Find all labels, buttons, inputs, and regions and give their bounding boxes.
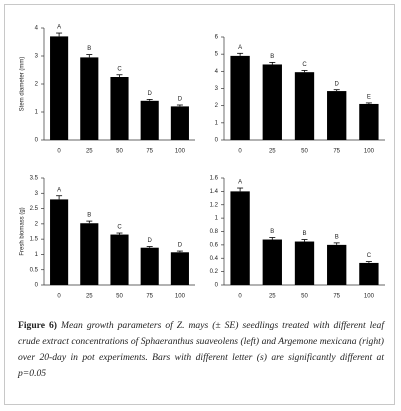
significance-letter: C xyxy=(367,253,372,259)
bar xyxy=(110,77,129,140)
significance-letter: B xyxy=(270,229,274,235)
bar xyxy=(140,247,159,285)
significance-letter: D xyxy=(148,91,153,97)
x-tick-label: 50 xyxy=(301,149,308,155)
x-tick-label: 0 xyxy=(238,294,242,300)
y-tick-label: 1 xyxy=(35,252,39,258)
frame xyxy=(4,4,395,405)
bar xyxy=(170,252,189,285)
x-tick-label: 100 xyxy=(364,149,375,155)
significance-letter: E xyxy=(367,94,371,100)
y-tick-label: 2 xyxy=(35,221,39,227)
y-tick-label: 1 xyxy=(35,110,39,116)
bar xyxy=(327,244,347,285)
y-axis-label: Fresh biomass (g) xyxy=(20,207,26,255)
y-tick-label: 0 xyxy=(35,138,39,144)
y-tick-label: 1 xyxy=(215,120,219,126)
y-tick-label: 2.5 xyxy=(30,206,39,212)
x-tick-label: 25 xyxy=(86,149,93,155)
y-tick-label: 1.6 xyxy=(210,176,219,182)
bar xyxy=(80,223,99,285)
bar xyxy=(359,262,379,285)
y-tick-label: 3 xyxy=(35,54,39,60)
x-tick-label: 100 xyxy=(175,149,186,155)
bar xyxy=(50,36,69,140)
y-tick-label: 0.4 xyxy=(210,256,219,262)
bar xyxy=(327,91,347,140)
bar xyxy=(140,100,159,140)
caption-label: Figure 6) xyxy=(18,320,57,331)
significance-letter: D xyxy=(178,243,183,249)
significance-letter: A xyxy=(57,25,61,31)
bar xyxy=(359,103,379,140)
significance-letter: B xyxy=(87,46,91,52)
y-tick-label: 0.5 xyxy=(30,267,39,273)
y-tick-label: 0 xyxy=(35,283,39,289)
y-tick-label: 1.2 xyxy=(210,202,219,208)
bar xyxy=(294,241,315,285)
y-tick-label: 2 xyxy=(35,82,39,88)
x-tick-label: 100 xyxy=(364,294,375,300)
y-axis-label: Stem diameter (mm) xyxy=(20,57,26,112)
y-tick-label: 1.5 xyxy=(30,237,39,243)
significance-letter: C xyxy=(117,66,122,72)
x-tick-label: 50 xyxy=(301,294,308,300)
bar xyxy=(80,57,99,140)
significance-letter: B xyxy=(302,231,306,237)
significance-letter: C xyxy=(117,225,122,231)
significance-letter: B xyxy=(270,54,274,60)
x-tick-label: 75 xyxy=(146,294,153,300)
caption: Figure 6) Mean growth parameters of Z. m… xyxy=(18,318,384,382)
significance-letter: D xyxy=(178,97,183,103)
caption-text: Mean growth parameters of Z. mays (± SE)… xyxy=(18,320,384,379)
x-tick-label: 25 xyxy=(269,149,276,155)
y-tick-label: 0.6 xyxy=(210,242,219,248)
bar xyxy=(230,191,250,285)
x-tick-label: 50 xyxy=(116,294,123,300)
y-tick-label: 0.2 xyxy=(210,269,219,275)
x-tick-label: 0 xyxy=(238,149,242,155)
x-tick-label: 50 xyxy=(116,149,123,155)
y-tick-label: 0.8 xyxy=(210,229,219,235)
y-tick-label: 3 xyxy=(35,191,39,197)
x-tick-label: 25 xyxy=(269,294,276,300)
x-tick-label: 100 xyxy=(175,294,186,300)
y-tick-label: 4 xyxy=(35,26,39,32)
y-tick-label: 1 xyxy=(215,216,219,222)
significance-letter: C xyxy=(302,62,307,68)
significance-letter: A xyxy=(238,180,242,186)
y-tick-label: 3 xyxy=(215,86,219,92)
x-tick-label: 0 xyxy=(57,294,61,300)
significance-letter: A xyxy=(238,45,242,51)
x-tick-label: 0 xyxy=(57,149,61,155)
y-tick-label: 5 xyxy=(215,52,219,58)
x-tick-label: 75 xyxy=(146,149,153,155)
bar xyxy=(262,239,282,285)
bar xyxy=(262,64,282,140)
y-tick-label: 4 xyxy=(215,69,219,75)
x-tick-label: 75 xyxy=(333,149,340,155)
bar xyxy=(230,55,250,141)
y-tick-label: 0 xyxy=(215,283,219,289)
y-tick-label: 6 xyxy=(215,35,219,41)
y-tick-label: 3.5 xyxy=(30,176,39,182)
bar xyxy=(110,234,129,285)
bar xyxy=(294,72,315,140)
significance-letter: B xyxy=(335,234,339,240)
bar xyxy=(170,106,189,140)
x-tick-label: 25 xyxy=(86,294,93,300)
significance-letter: A xyxy=(57,187,61,193)
y-tick-label: 1.4 xyxy=(210,189,219,195)
y-tick-label: 0 xyxy=(215,138,219,144)
bar xyxy=(50,199,69,285)
significance-letter: D xyxy=(148,238,153,244)
significance-letter: D xyxy=(335,81,340,87)
x-tick-label: 75 xyxy=(333,294,340,300)
y-tick-label: 2 xyxy=(215,103,219,109)
significance-letter: B xyxy=(87,213,91,219)
